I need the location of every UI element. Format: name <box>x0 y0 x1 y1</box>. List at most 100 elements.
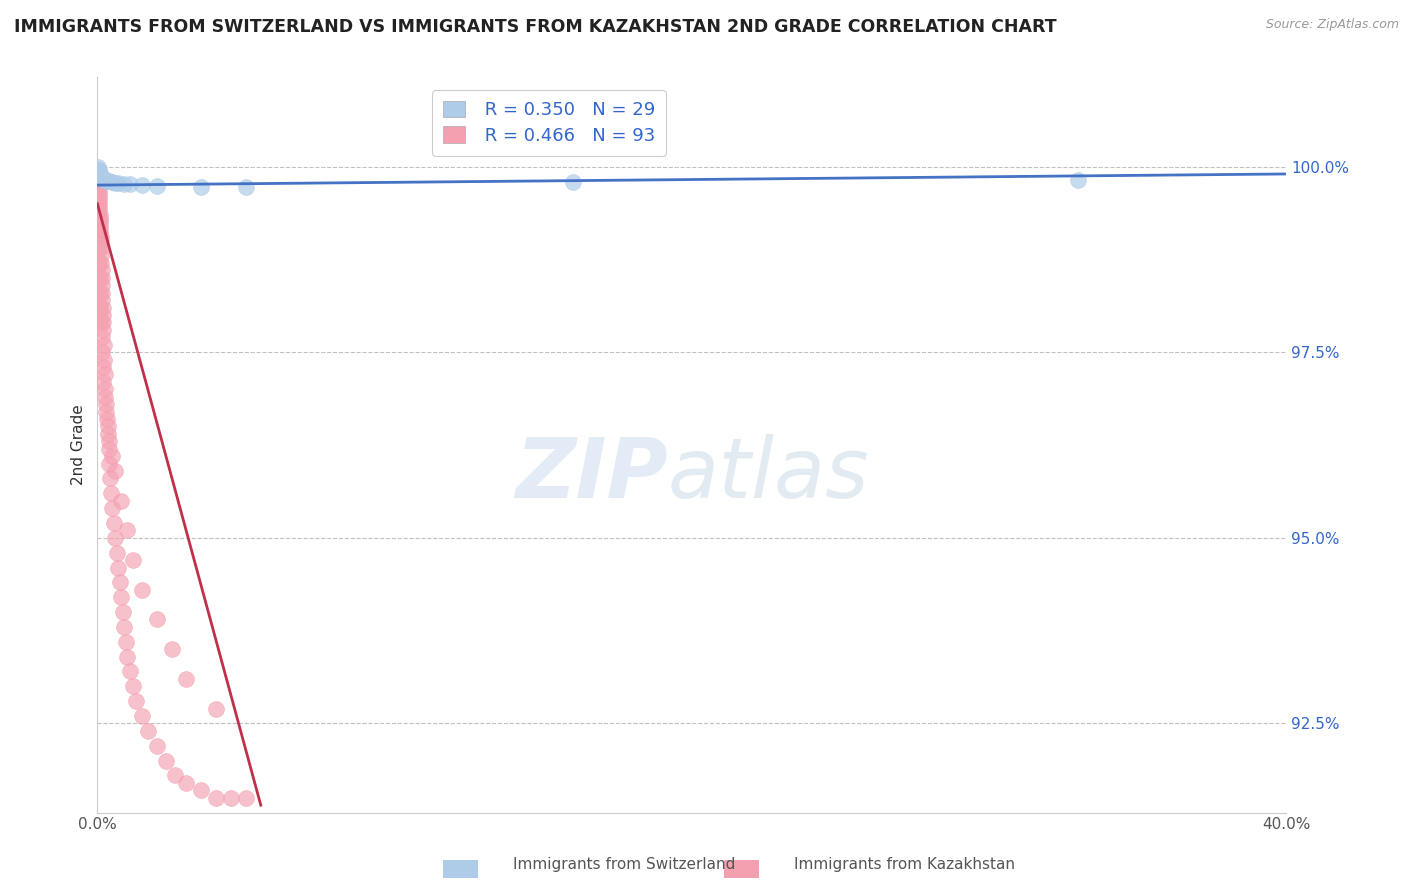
Legend:  R = 0.350   N = 29,  R = 0.466   N = 93: R = 0.350 N = 29, R = 0.466 N = 93 <box>432 90 666 155</box>
Point <box>97 426 120 441</box>
Point <box>97 419 120 434</box>
Point <box>131 709 153 723</box>
Point <box>98 434 121 449</box>
Point <box>122 553 145 567</box>
Point <box>87 182 110 196</box>
Point <box>91 323 114 337</box>
Point <box>115 649 138 664</box>
Point <box>131 582 153 597</box>
Point <box>87 174 110 188</box>
Point <box>97 174 120 188</box>
Point <box>90 249 112 263</box>
Point <box>104 531 127 545</box>
Point <box>115 524 138 538</box>
Point <box>87 160 110 174</box>
Point <box>89 208 111 222</box>
Point <box>205 701 228 715</box>
Point <box>91 308 114 322</box>
Point <box>89 271 111 285</box>
Text: Immigrants from Switzerland: Immigrants from Switzerland <box>513 857 735 872</box>
Point <box>160 642 183 657</box>
Point <box>136 723 159 738</box>
Point <box>146 739 169 753</box>
Point <box>100 486 122 500</box>
Point <box>105 546 128 560</box>
Point <box>155 754 177 768</box>
Point <box>94 382 117 396</box>
Point <box>91 171 114 186</box>
Point <box>235 180 257 194</box>
Point <box>89 204 111 219</box>
Point <box>101 501 124 516</box>
Point <box>125 694 148 708</box>
Point <box>90 263 112 277</box>
Point <box>112 177 135 191</box>
Point <box>104 464 127 478</box>
Point <box>110 493 132 508</box>
Point <box>90 230 112 244</box>
Point <box>118 665 141 679</box>
Text: atlas: atlas <box>668 434 869 515</box>
Point <box>176 776 198 790</box>
Point <box>122 679 145 693</box>
Point <box>91 172 114 186</box>
Point <box>87 163 110 178</box>
Point <box>89 211 111 226</box>
Point <box>89 167 111 181</box>
Point <box>90 330 112 344</box>
Point <box>108 575 131 590</box>
Text: Immigrants from Kazakhstan: Immigrants from Kazakhstan <box>794 857 1015 872</box>
Text: ZIP: ZIP <box>515 434 668 515</box>
Point <box>96 412 118 426</box>
Point <box>98 471 121 485</box>
Point <box>89 200 111 214</box>
Point <box>90 271 112 285</box>
Text: Source: ZipAtlas.com: Source: ZipAtlas.com <box>1265 18 1399 31</box>
Text: IMMIGRANTS FROM SWITZERLAND VS IMMIGRANTS FROM KAZAKHSTAN 2ND GRADE CORRELATION : IMMIGRANTS FROM SWITZERLAND VS IMMIGRANT… <box>14 18 1057 36</box>
Point <box>190 783 212 797</box>
Point <box>89 196 111 211</box>
Point <box>87 186 110 200</box>
Point <box>96 404 118 418</box>
Point <box>89 256 111 270</box>
Point <box>91 170 114 185</box>
Point <box>90 278 112 293</box>
Point <box>111 605 134 619</box>
Point <box>131 178 153 193</box>
Point <box>94 173 117 187</box>
Point <box>89 193 111 207</box>
Point <box>87 189 110 203</box>
Point <box>87 165 110 179</box>
Point <box>90 316 112 330</box>
Point <box>87 170 110 185</box>
Point <box>89 167 111 181</box>
Point <box>91 375 114 389</box>
Point <box>1067 173 1090 187</box>
Point <box>87 211 110 226</box>
Point <box>89 215 111 229</box>
Point <box>205 790 228 805</box>
Point <box>89 168 111 182</box>
Point <box>110 591 132 605</box>
Point <box>176 672 198 686</box>
Point <box>89 169 111 183</box>
Point <box>118 178 141 192</box>
Point <box>561 175 583 189</box>
Point <box>163 768 186 782</box>
Point <box>96 174 118 188</box>
Point <box>86 167 108 181</box>
Point <box>91 345 114 359</box>
Point <box>87 227 110 241</box>
Point <box>114 634 136 648</box>
Point <box>146 612 169 626</box>
Point <box>97 442 120 456</box>
Point <box>87 178 110 193</box>
Point <box>94 390 117 404</box>
Point <box>91 316 114 330</box>
Point <box>104 176 127 190</box>
Point <box>87 196 110 211</box>
Point <box>90 169 112 184</box>
Point <box>89 285 111 300</box>
Point <box>101 175 124 189</box>
Point <box>146 178 169 193</box>
